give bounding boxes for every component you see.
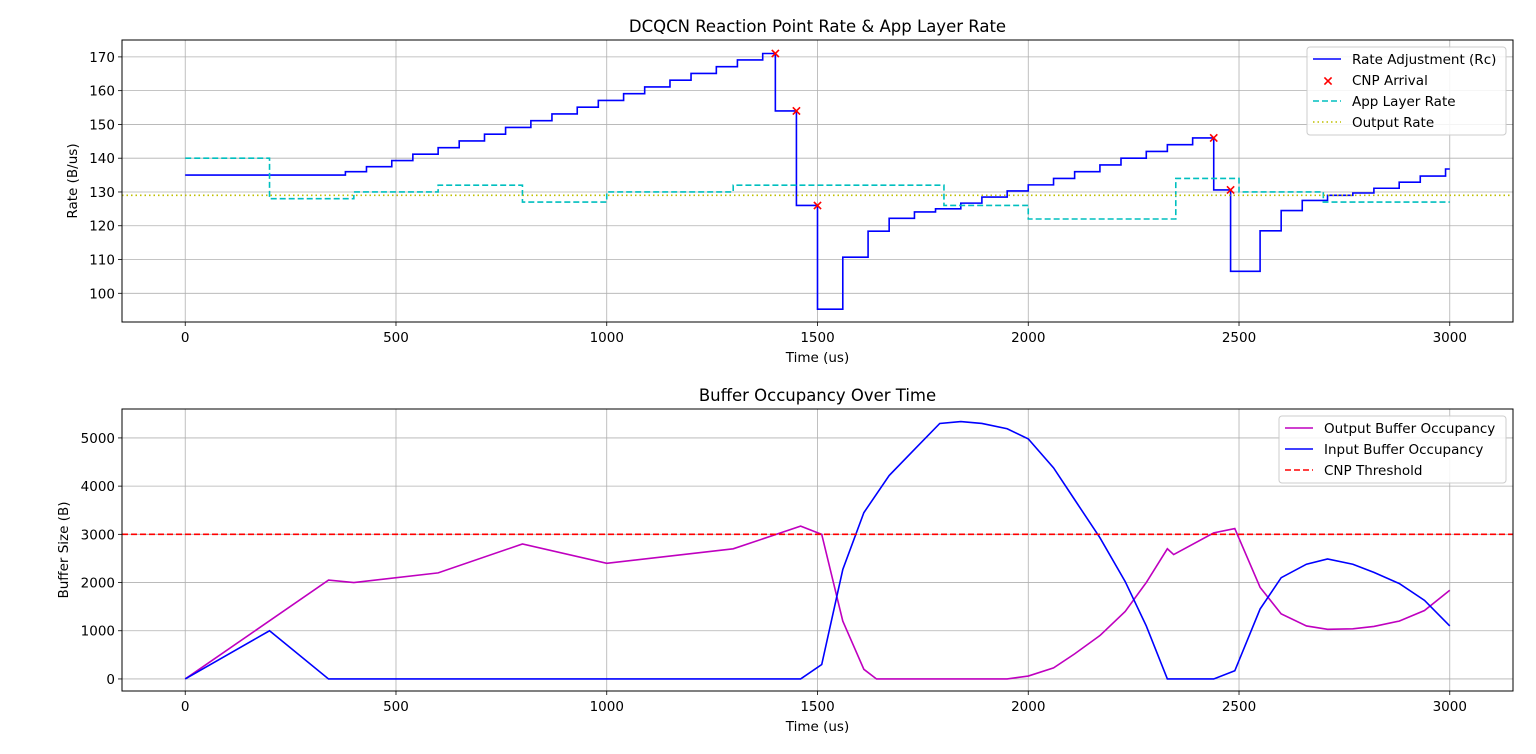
rate-chart-x-tick-label: 1000 [590, 330, 624, 346]
rate-chart-x-tick-label: 0 [181, 330, 190, 346]
rate-chart-y-tick-label: 110 [89, 253, 115, 269]
rate-chart-series-cnp-arrival-legend-label: CNP Arrival [1352, 73, 1428, 89]
rate-chart-y-tick-label: 140 [89, 151, 115, 167]
buffer-chart-legend: Output Buffer Occupancy Input Buffer Occu… [1278, 415, 1507, 484]
buffer-chart: Buffer Occupancy Over Time Time (us) Buf… [56, 386, 1514, 735]
rate-chart-y-tick-label: 160 [89, 84, 115, 100]
buffer-chart-series-output-buffer-occupancy-legend-item: Output Buffer Occupancy [1285, 421, 1495, 437]
rate-chart-series-cnp-arrival-legend-swatch [1323, 76, 1333, 86]
rate-chart-series-cnp-arrival-legend-item: CNP Arrival [1323, 73, 1428, 89]
rate-chart-legend-box [1306, 46, 1507, 136]
rate-chart-series-cnp-arrival-point [813, 201, 822, 210]
rate-chart-y-tick-label: 120 [89, 219, 115, 235]
buffer-chart-series-cnp-threshold-legend-label: CNP Threshold [1324, 463, 1423, 479]
rate-chart-ticks: 0 500 1000 1500 2000 2500 3000 100 110 120 130 140 1… [89, 50, 1467, 346]
rate-chart-series-rate-adjustment-rc-legend-item: Rate Adjustment (Rc) [1313, 52, 1496, 68]
buffer-chart-legend-box [1278, 415, 1507, 484]
rate-chart-series-rate-adjustment-rc-line [185, 52, 1450, 310]
rate-chart-series-output-rate-legend-item: Output Rate [1313, 115, 1434, 131]
rate-chart-y-tick-label: 100 [89, 286, 115, 302]
buffer-chart-plot-area [122, 420, 1513, 680]
rate-chart-frame [121, 39, 1514, 323]
rate-chart-legend: Rate Adjustment (Rc) CNP Arrival App Layer… [1306, 46, 1507, 136]
rate-chart-y-tick-label: 170 [89, 50, 115, 66]
buffer-chart-ylabel: Buffer Size (B) [56, 501, 72, 598]
rate-chart-title: DCQCN Reaction Point Rate & App Layer Ra… [629, 17, 1006, 36]
rate-chart-series-rate-adjustment-rc-legend-label: Rate Adjustment (Rc) [1352, 52, 1496, 68]
rate-chart-ylabel: Rate (B/us) [65, 143, 81, 218]
buffer-chart-y-tick-label: 3000 [81, 527, 115, 543]
rate-chart-series-cnp-arrival-point [771, 49, 780, 58]
buffer-chart-series-input-buffer-occupancy-line [184, 420, 1451, 680]
buffer-chart-frame [121, 408, 1514, 692]
rate-chart-series-app-layer-rate-line [185, 157, 1450, 220]
rate-chart: DCQCN Reaction Point Rate & App Layer Ra… [65, 17, 1514, 366]
rate-chart-series-app-layer-rate-legend-label: App Layer Rate [1352, 94, 1456, 110]
buffer-chart-y-tick-label: 1000 [81, 624, 115, 640]
buffer-chart-series-input-buffer-occupancy-legend-label: Input Buffer Occupancy [1324, 442, 1483, 458]
buffer-chart-x-tick-label: 1500 [800, 699, 834, 715]
rate-chart-x-tick-label: 1500 [800, 330, 834, 346]
buffer-chart-series-output-buffer-occupancy-legend-label: Output Buffer Occupancy [1324, 421, 1495, 437]
rate-chart-series-output-rate-legend-label: Output Rate [1352, 115, 1434, 131]
buffer-chart-x-tick-label: 2000 [1011, 699, 1045, 715]
buffer-chart-series-output-buffer-occupancy-line [184, 525, 1451, 680]
buffer-chart-y-tick-label: 4000 [81, 479, 115, 495]
rate-chart-y-tick-label: 130 [89, 185, 115, 201]
rate-chart-xlabel: Time (us) [785, 350, 849, 366]
buffer-chart-ticks: 0 500 1000 1500 2000 2500 3000 0 1000 2000 3000 400… [81, 431, 1467, 715]
buffer-chart-y-tick-label: 0 [106, 672, 115, 688]
buffer-chart-x-tick-label: 2500 [1222, 699, 1256, 715]
rate-chart-x-tick-label: 2500 [1222, 330, 1256, 346]
buffer-chart-xlabel: Time (us) [785, 719, 849, 735]
buffer-chart-y-tick-label: 5000 [81, 431, 115, 447]
buffer-chart-x-tick-label: 0 [181, 699, 190, 715]
rate-chart-series-cnp-arrival-point [1226, 185, 1235, 195]
rate-chart-series-cnp-arrival-point [792, 106, 801, 116]
buffer-chart-y-tick-label: 2000 [81, 576, 115, 592]
buffer-chart-x-tick-label: 3000 [1433, 699, 1467, 715]
rate-chart-x-tick-label: 3000 [1433, 330, 1467, 346]
rate-chart-series-cnp-arrival-point [1209, 133, 1218, 143]
buffer-chart-series-input-buffer-occupancy-legend-item: Input Buffer Occupancy [1285, 442, 1483, 458]
buffer-chart-x-tick-label: 500 [383, 699, 409, 715]
buffer-chart-series-cnp-threshold-legend-item: CNP Threshold [1285, 463, 1423, 479]
buffer-chart-x-tick-label: 1000 [590, 699, 624, 715]
rate-chart-plot-area [122, 49, 1513, 310]
rate-chart-series-app-layer-rate-legend-item: App Layer Rate [1313, 94, 1456, 110]
rate-chart-y-tick-label: 150 [89, 117, 115, 133]
rate-chart-x-tick-label: 500 [383, 330, 409, 346]
rate-chart-x-tick-label: 2000 [1011, 330, 1045, 346]
buffer-chart-title: Buffer Occupancy Over Time [699, 386, 936, 405]
